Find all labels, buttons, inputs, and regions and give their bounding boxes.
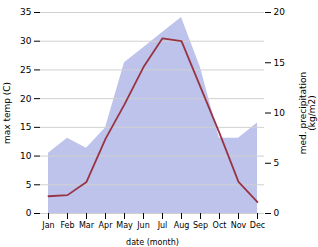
svg-text:Sep: Sep: [193, 221, 208, 230]
svg-text:35: 35: [20, 7, 31, 17]
svg-text:Jun: Jun: [136, 221, 150, 230]
svg-text:20: 20: [274, 7, 286, 17]
svg-text:max temp (C): max temp (C): [2, 82, 12, 144]
svg-text:Mar: Mar: [79, 221, 95, 230]
svg-text:10: 10: [274, 108, 286, 118]
svg-text:15: 15: [274, 58, 285, 68]
svg-text:5: 5: [26, 180, 32, 190]
svg-text:5: 5: [274, 158, 280, 168]
svg-text:30: 30: [20, 36, 32, 46]
svg-text:25: 25: [20, 65, 31, 75]
svg-text:0: 0: [274, 208, 280, 218]
svg-text:20: 20: [20, 94, 32, 104]
svg-text:Nov: Nov: [231, 221, 247, 230]
svg-text:Apr: Apr: [99, 221, 114, 230]
svg-text:May: May: [116, 221, 133, 230]
svg-text:10: 10: [20, 151, 32, 161]
svg-text:Aug: Aug: [174, 221, 190, 230]
svg-text:Feb: Feb: [60, 221, 74, 230]
svg-text:med. precipitation(kg/m2): med. precipitation(kg/m2): [298, 72, 317, 154]
svg-text:15: 15: [20, 122, 31, 132]
svg-text:Dec: Dec: [250, 221, 265, 230]
svg-text:0: 0: [26, 208, 32, 218]
svg-text:Jan: Jan: [41, 221, 54, 230]
svg-text:Oct: Oct: [213, 221, 227, 230]
svg-text:Jul: Jul: [157, 221, 168, 230]
svg-text:date (month): date (month): [126, 238, 179, 247]
